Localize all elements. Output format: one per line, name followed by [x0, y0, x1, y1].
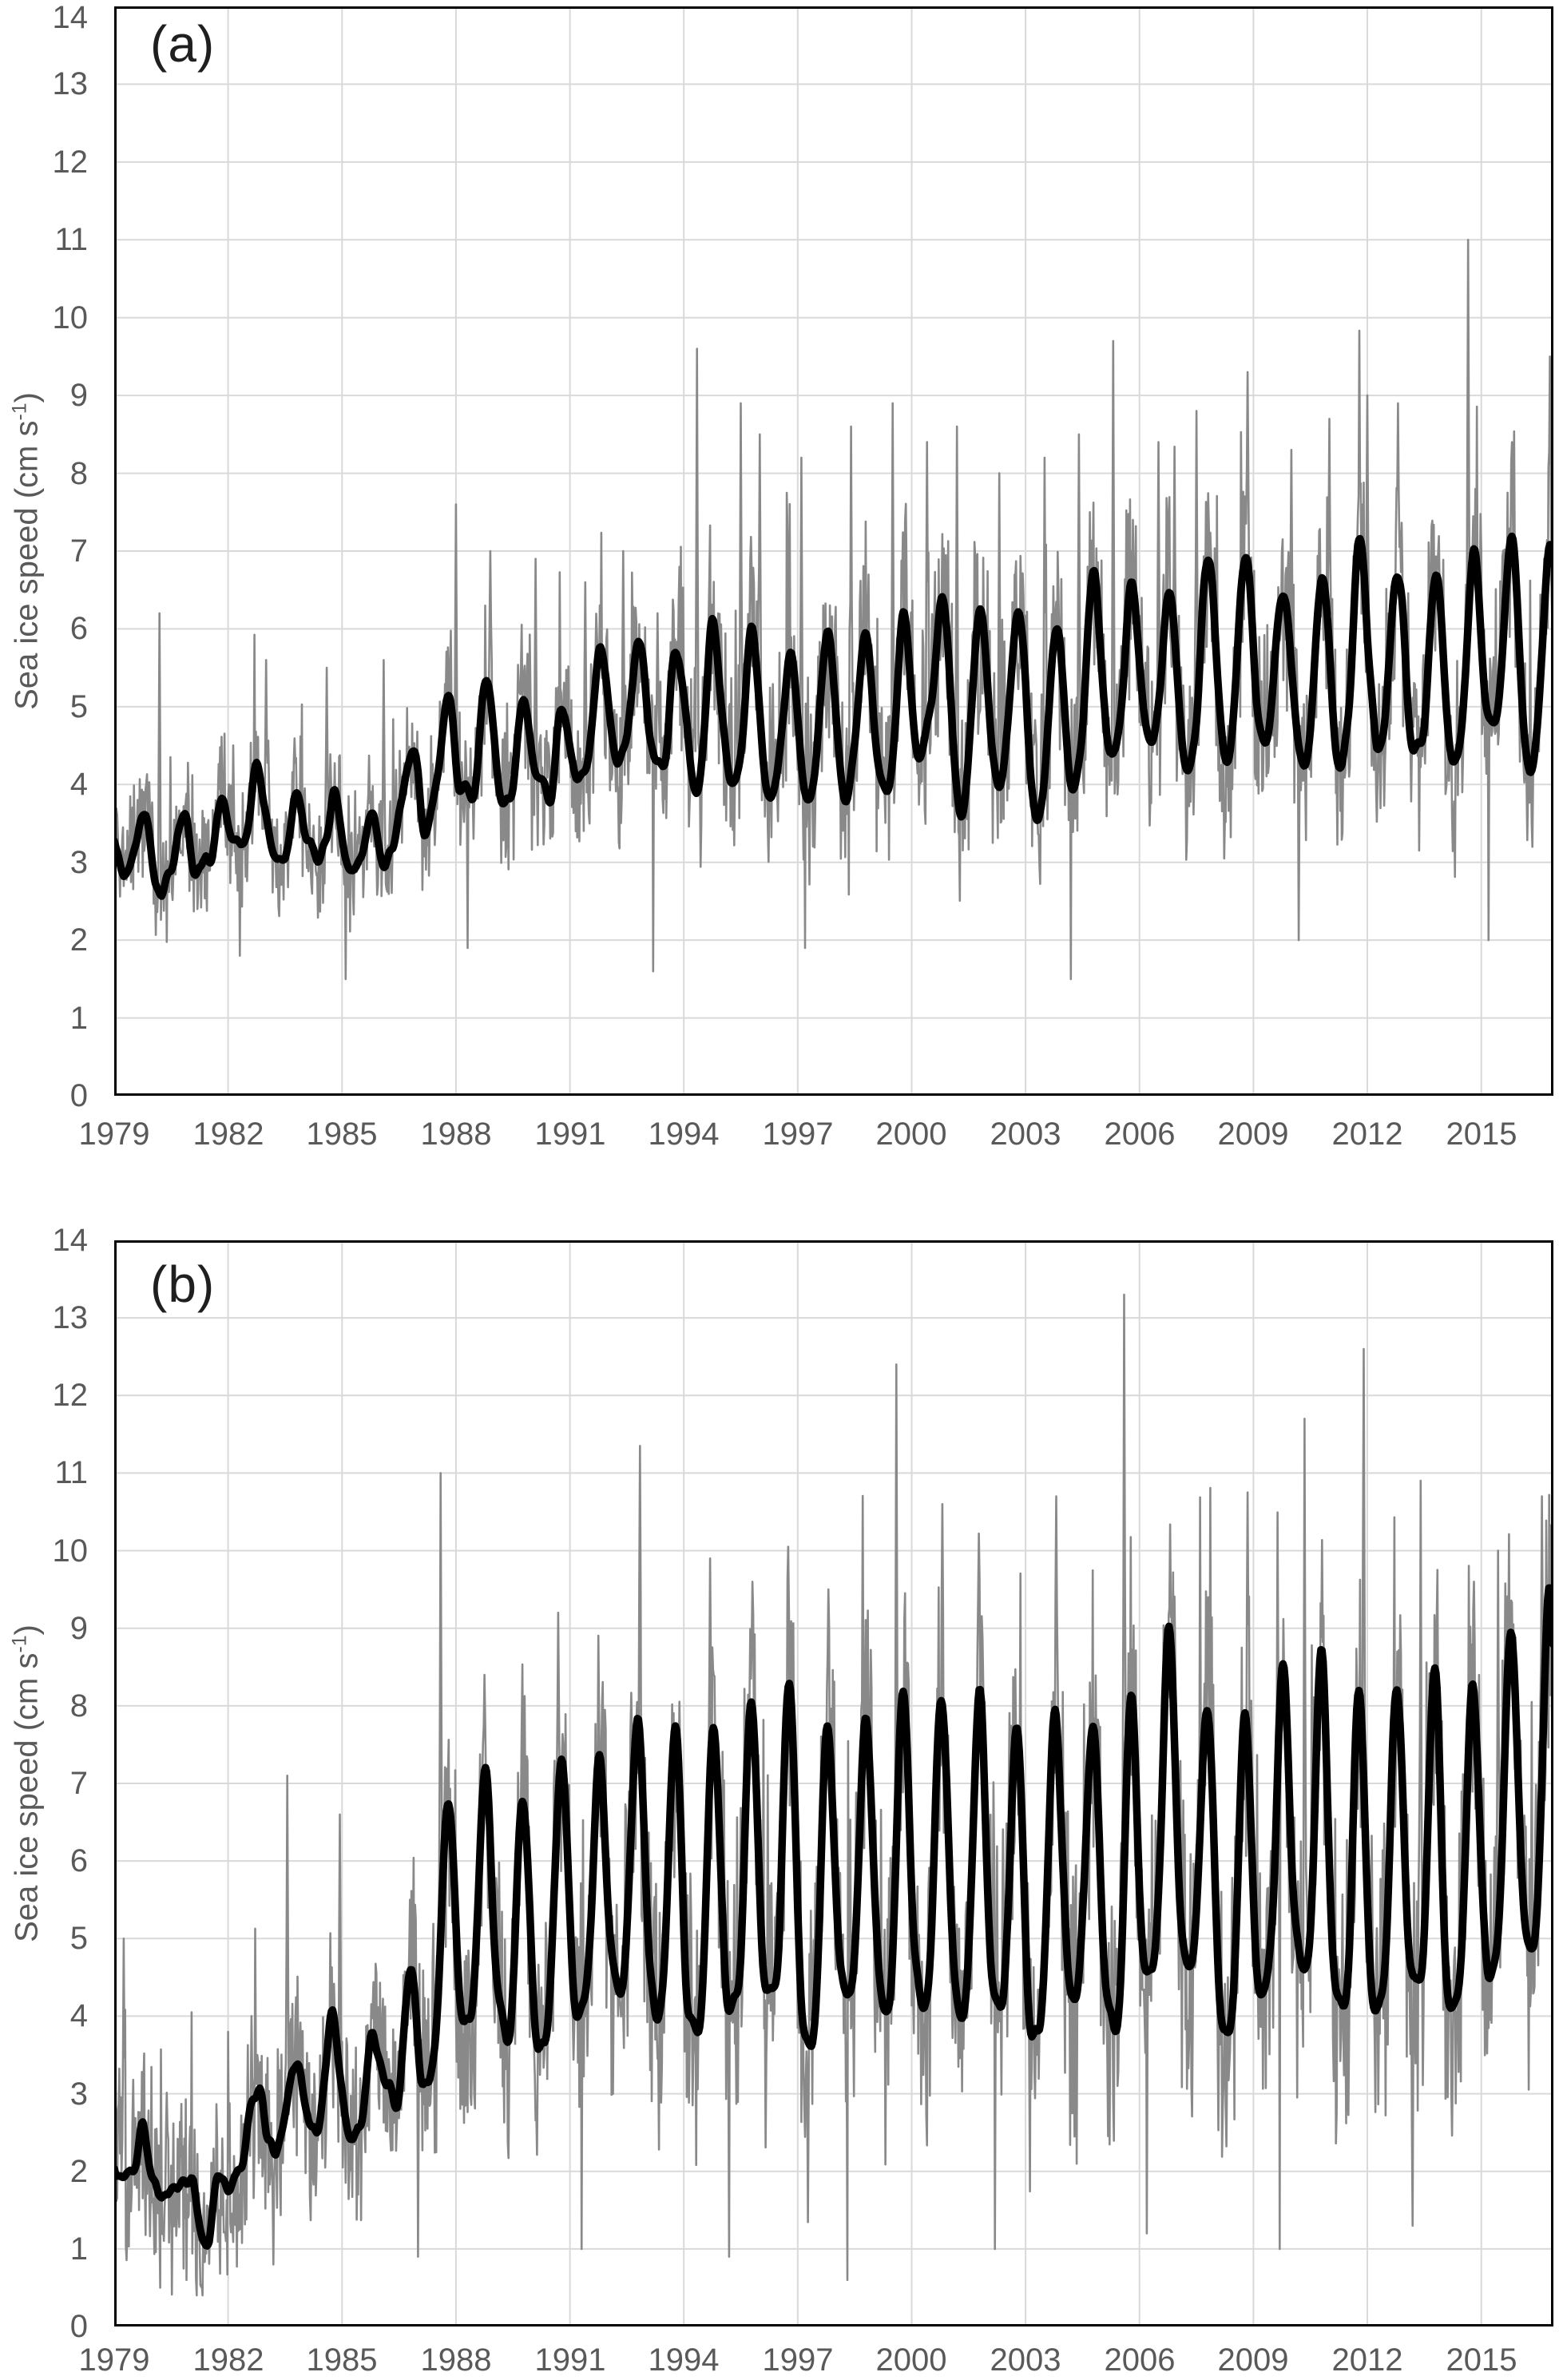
x-tick-label: 1997 [762, 1117, 834, 1152]
y-tick-label: 1 [69, 2231, 88, 2267]
y-tick-label: 2 [69, 2154, 88, 2189]
series-black-smoothed [114, 1584, 1553, 2250]
plot-border [114, 1240, 1553, 2326]
gridlines [114, 6, 1553, 1096]
y-axis-title: Sea ice speed (cm s-1) [9, 392, 45, 710]
y-tick-label: 8 [69, 456, 88, 491]
y-tick-label: 7 [69, 534, 88, 569]
y-tick-label: 2 [69, 922, 88, 958]
plot-area [114, 6, 1553, 1096]
y-tick-label: 1 [69, 1001, 88, 1036]
x-tick-label: 1979 [78, 1117, 150, 1152]
y-tick-label: 3 [69, 845, 88, 880]
x-tick-label: 2003 [990, 2342, 1061, 2378]
y-tick-label: 4 [69, 1998, 88, 2033]
y-tick-label: 5 [69, 689, 88, 724]
x-tick-label: 1994 [648, 1117, 720, 1152]
panel-label-b: (b) [150, 1255, 216, 1313]
y-tick-label: 9 [69, 378, 88, 413]
x-tick-label: 1988 [420, 1117, 492, 1152]
y-tick-label: 0 [69, 2309, 88, 2344]
x-tick-label: 2000 [875, 1117, 947, 1152]
x-tick-label: 1982 [192, 2342, 264, 2378]
y-tick-label: 6 [69, 611, 88, 646]
y-tick-label: 10 [52, 1533, 89, 1569]
x-tick-label: 1991 [534, 1117, 606, 1152]
y-axis-title-close: ) [9, 392, 45, 403]
y-tick-label: 13 [52, 66, 89, 101]
x-tick-label: 1997 [762, 2342, 834, 2378]
y-tick-label: 14 [52, 0, 89, 35]
x-tick-label: 1985 [306, 2342, 378, 2378]
y-tick-label: 12 [52, 1378, 89, 1413]
y-tick-label: 7 [69, 1766, 88, 1801]
y-axis-title-text: Sea ice speed (cm s [9, 420, 45, 710]
x-tick-label: 2006 [1104, 1117, 1176, 1152]
x-tick-label: 2012 [1331, 2342, 1403, 2378]
series-gray-noisy [114, 239, 1553, 981]
panel-label-a: (a) [150, 15, 216, 73]
x-tick-label: 2012 [1331, 1117, 1403, 1152]
x-tick-label: 1979 [78, 2342, 150, 2378]
plot-area [114, 1240, 1553, 2326]
plot-border [114, 6, 1553, 1096]
x-tick-label: 1985 [306, 1117, 378, 1152]
y-tick-label: 11 [54, 1455, 88, 1490]
y-tick-label: 12 [52, 145, 89, 180]
y-axis-title-close: ) [9, 1624, 45, 1636]
y-axis-title-text: Sea ice speed (cm s [9, 1652, 45, 1942]
x-tick-label: 1988 [420, 2342, 492, 2378]
x-tick-label: 2006 [1104, 2342, 1176, 2378]
series-black-smoothed [114, 532, 1553, 900]
x-tick-label: 2015 [1446, 1117, 1517, 1152]
x-tick-label: 2000 [875, 2342, 947, 2378]
x-tick-label: 2003 [990, 1117, 1061, 1152]
y-tick-label: 6 [69, 1843, 88, 1878]
x-tick-label: 2015 [1446, 2342, 1517, 2378]
y-tick-label: 5 [69, 1921, 88, 1956]
x-tick-label: 2009 [1217, 2342, 1289, 2378]
y-tick-label: 3 [69, 2077, 88, 2112]
y-tick-label: 10 [52, 300, 89, 335]
y-tick-label: 9 [69, 1611, 88, 1646]
gridlines [114, 1240, 1553, 2326]
y-tick-label: 11 [54, 222, 88, 257]
x-tick-label: 1982 [192, 1117, 264, 1152]
y-axis-title: Sea ice speed (cm s-1) [9, 1624, 45, 1942]
x-tick-label: 1994 [648, 2342, 720, 2378]
y-axis-title-superscript: -1 [9, 1635, 31, 1653]
y-tick-label: 13 [52, 1300, 89, 1335]
series-gray-noisy [114, 1293, 1553, 2297]
x-tick-label: 2009 [1217, 1117, 1289, 1152]
y-axis-title-superscript: -1 [9, 403, 31, 421]
y-tick-label: 8 [69, 1688, 88, 1724]
y-tick-label: 0 [69, 1078, 88, 1113]
y-tick-label: 4 [69, 767, 88, 802]
x-tick-label: 1991 [534, 2342, 606, 2378]
y-tick-label: 14 [52, 1223, 89, 1258]
